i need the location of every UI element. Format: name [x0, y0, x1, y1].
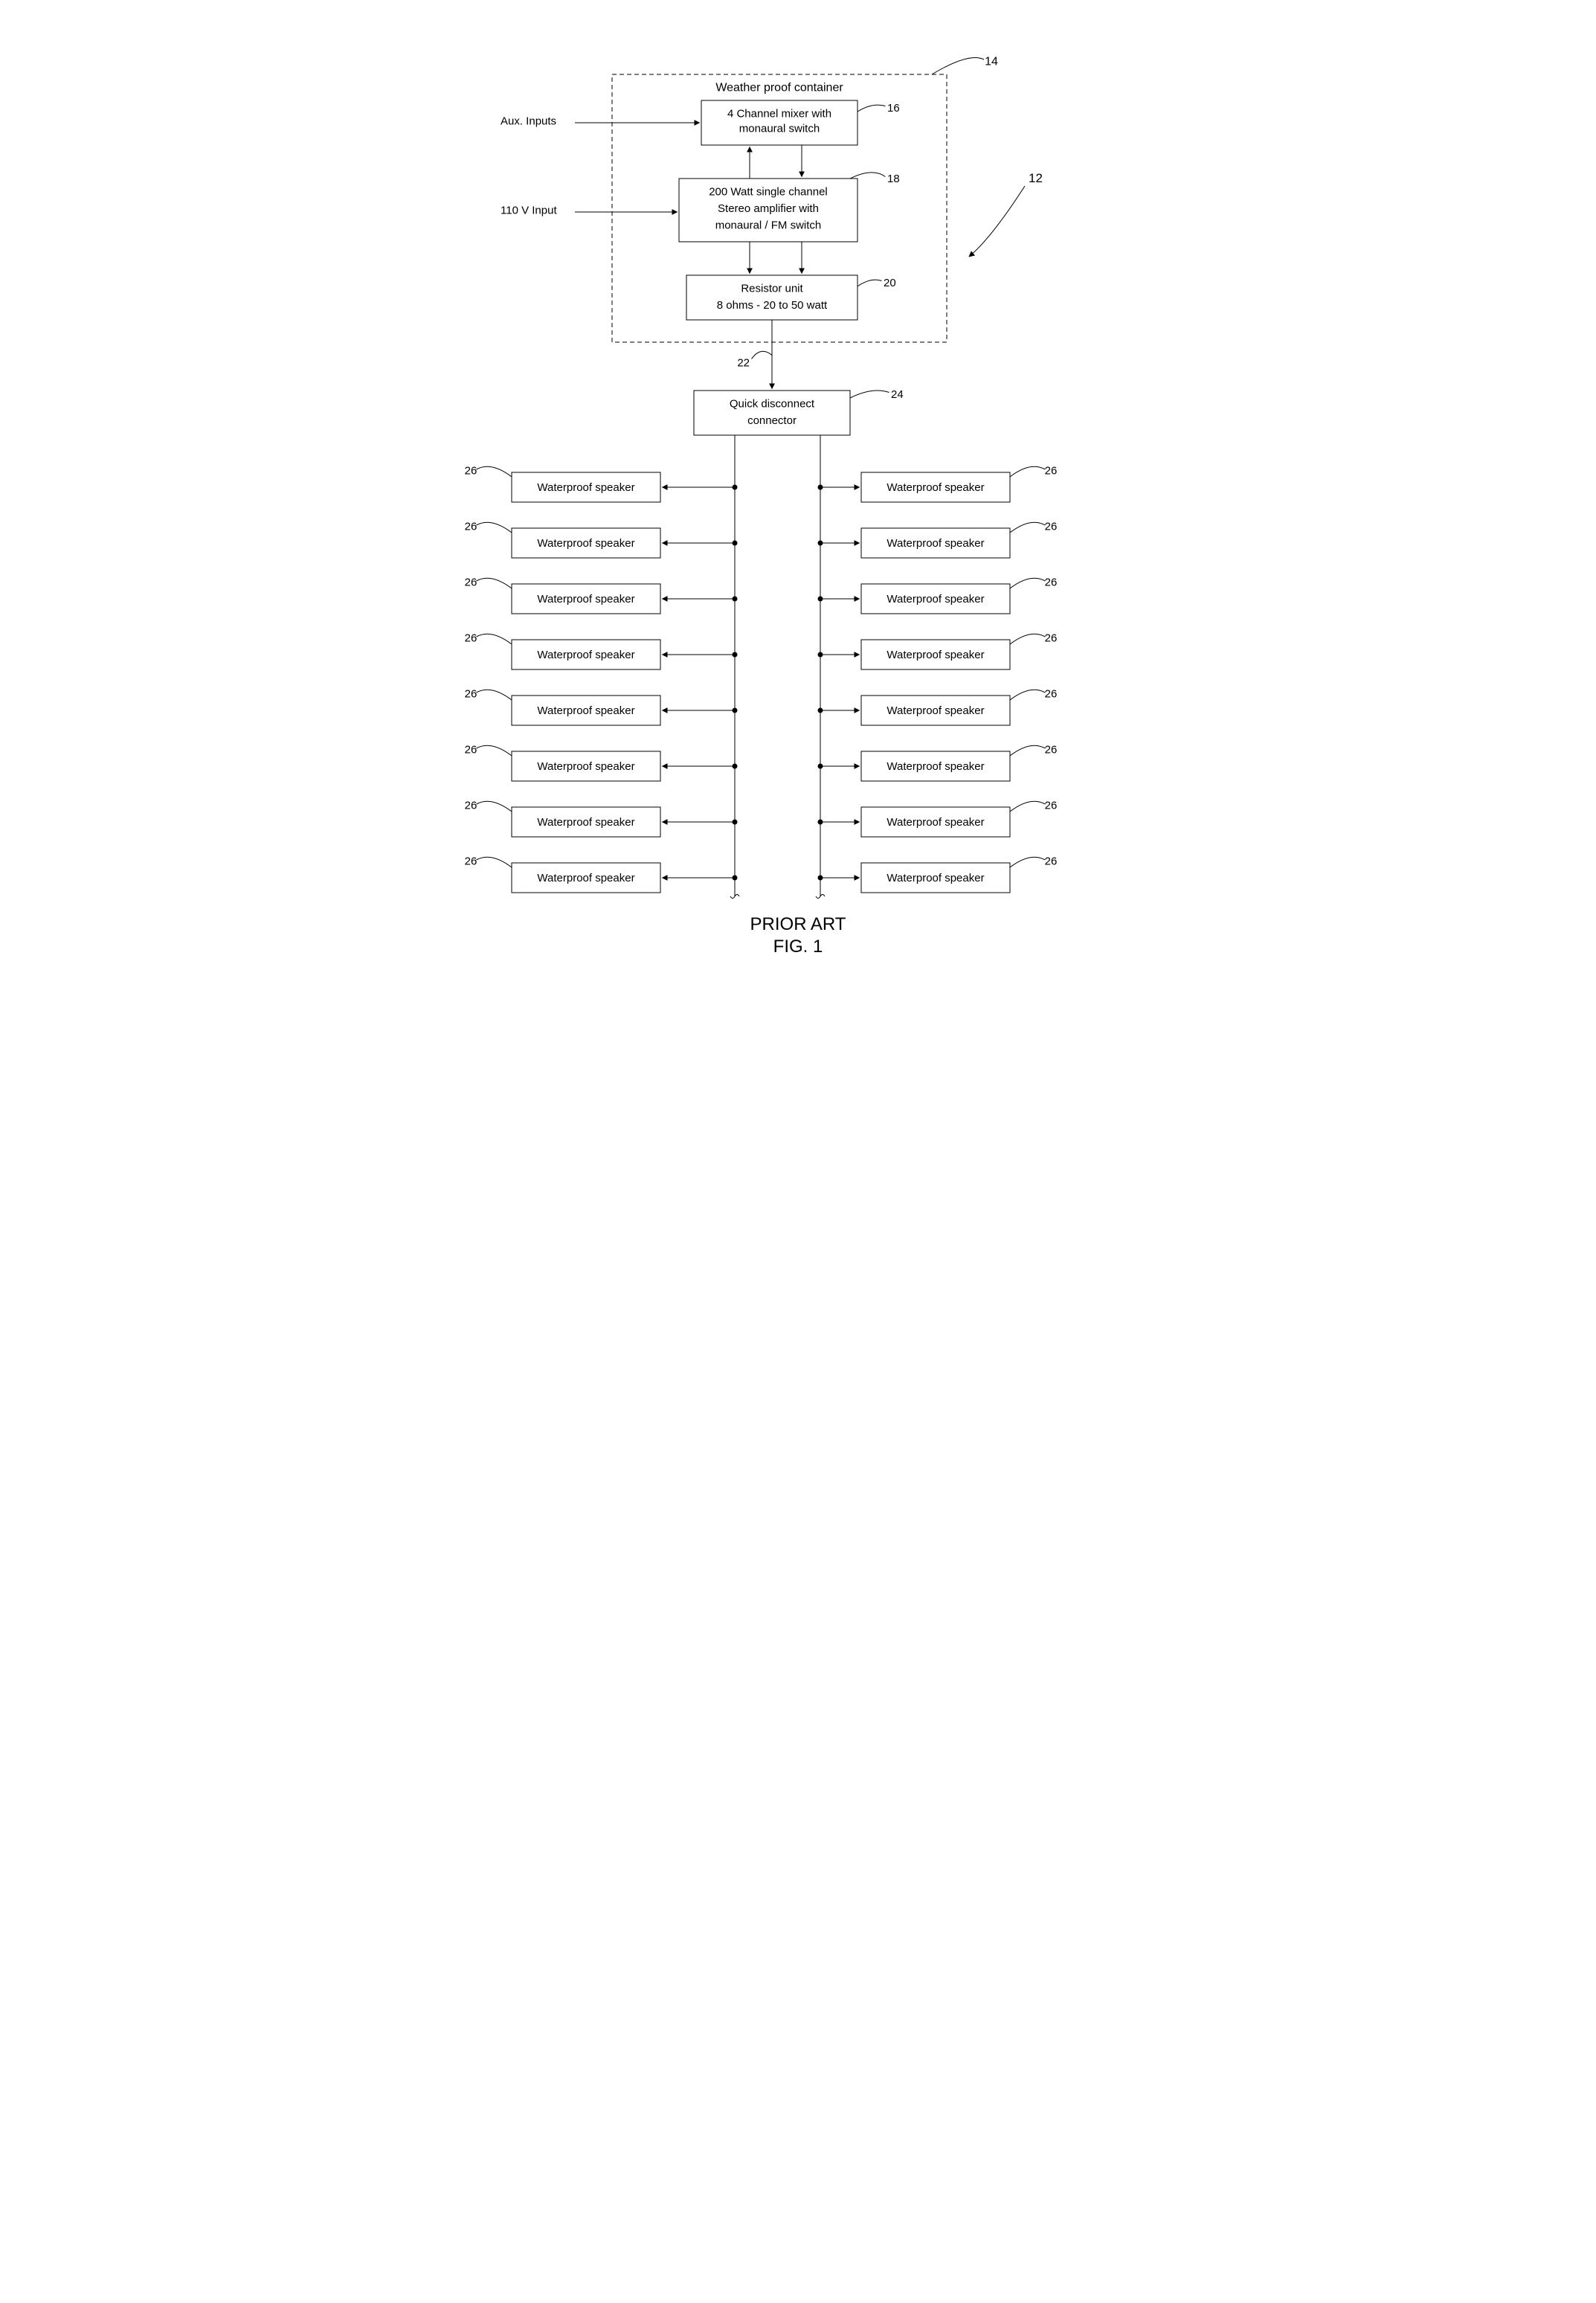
ref-26: 26 — [465, 632, 477, 645]
mixer-line1: 4 Channel mixer with — [727, 108, 831, 121]
leader-26 — [477, 801, 512, 812]
ref-22: 22 — [737, 357, 750, 370]
connector-box — [694, 391, 850, 435]
ref-26: 26 — [465, 521, 477, 533]
leader-26 — [477, 578, 512, 588]
amp-line3: monaural / FM switch — [715, 219, 822, 232]
container-title: Weather proof container — [715, 82, 843, 94]
power-input-label: 110 V Input — [501, 205, 557, 217]
leader-16 — [857, 105, 886, 112]
speaker-label: Waterproof speaker — [537, 537, 634, 550]
connector-line2: connector — [747, 414, 797, 427]
speaker-label: Waterproof speaker — [537, 481, 634, 494]
leader-26 — [477, 522, 512, 533]
leader-26 — [1010, 857, 1046, 867]
ref-26: 26 — [1045, 688, 1058, 701]
ref-26: 26 — [1045, 632, 1058, 645]
leader-26 — [1010, 466, 1046, 477]
speaker-label: Waterproof speaker — [887, 649, 984, 661]
ref-26: 26 — [1045, 800, 1058, 812]
speaker-label: Waterproof speaker — [887, 537, 984, 550]
ref-26: 26 — [1045, 521, 1058, 533]
leader-26 — [1010, 690, 1046, 700]
connector-line1: Quick disconnect — [730, 398, 815, 411]
ref-26: 26 — [1045, 744, 1058, 757]
leader-26 — [477, 690, 512, 700]
caption-prior-art: PRIOR ART — [750, 914, 846, 934]
leader-14 — [932, 58, 984, 75]
ref-26: 26 — [465, 744, 477, 757]
resistor-line2: 8 ohms - 20 to 50 watt — [717, 299, 828, 312]
speaker-label: Waterproof speaker — [537, 816, 634, 829]
amp-line2: Stereo amplifier with — [718, 202, 819, 215]
leader-26 — [477, 857, 512, 867]
ref-24: 24 — [891, 388, 904, 401]
amp-line1: 200 Watt single channel — [709, 186, 828, 199]
speaker-label: Waterproof speaker — [537, 649, 634, 661]
ref-14: 14 — [985, 56, 998, 68]
leader-26 — [477, 466, 512, 477]
leader-24 — [850, 391, 889, 398]
ref-26: 26 — [1045, 465, 1058, 478]
leader-26 — [477, 745, 512, 756]
leader-26 — [1010, 578, 1046, 588]
speaker-label: Waterproof speaker — [887, 816, 984, 829]
leader-26 — [1010, 634, 1046, 644]
leader-26 — [1010, 801, 1046, 812]
leader-26 — [477, 634, 512, 644]
ref-20: 20 — [884, 277, 896, 289]
leader-26 — [1010, 522, 1046, 533]
speaker-label: Waterproof speaker — [537, 872, 634, 884]
speaker-label: Waterproof speaker — [537, 760, 634, 773]
resistor-box — [686, 275, 857, 320]
speaker-label: Waterproof speaker — [537, 593, 634, 606]
speaker-label: Waterproof speaker — [887, 481, 984, 494]
leader-22 — [752, 351, 773, 359]
ref-26: 26 — [465, 855, 477, 868]
leader-26 — [1010, 745, 1046, 756]
aux-input-label: Aux. Inputs — [501, 115, 556, 128]
ref-26: 26 — [465, 800, 477, 812]
ref-26: 26 — [465, 688, 477, 701]
mixer-line2: monaural switch — [739, 123, 820, 135]
leader-18 — [850, 173, 886, 179]
speaker-label: Waterproof speaker — [887, 593, 984, 606]
ref-18: 18 — [887, 173, 900, 185]
diagram-svg: Weather proof container 14 4 Channel mixer… — [426, 30, 1170, 974]
leader-12 — [969, 186, 1025, 257]
ref-16: 16 — [887, 102, 900, 115]
speaker-label: Waterproof speaker — [887, 704, 984, 717]
speaker-label: Waterproof speaker — [887, 872, 984, 884]
ref-26: 26 — [1045, 855, 1058, 868]
ref-26: 26 — [465, 576, 477, 589]
ref-26: 26 — [465, 465, 477, 478]
speaker-label: Waterproof speaker — [887, 760, 984, 773]
leader-20 — [857, 280, 882, 286]
ref-26: 26 — [1045, 576, 1058, 589]
speaker-label: Waterproof speaker — [537, 704, 634, 717]
ref-12: 12 — [1029, 171, 1043, 185]
resistor-line1: Resistor unit — [741, 283, 803, 295]
caption-fig: FIG. 1 — [773, 937, 823, 957]
